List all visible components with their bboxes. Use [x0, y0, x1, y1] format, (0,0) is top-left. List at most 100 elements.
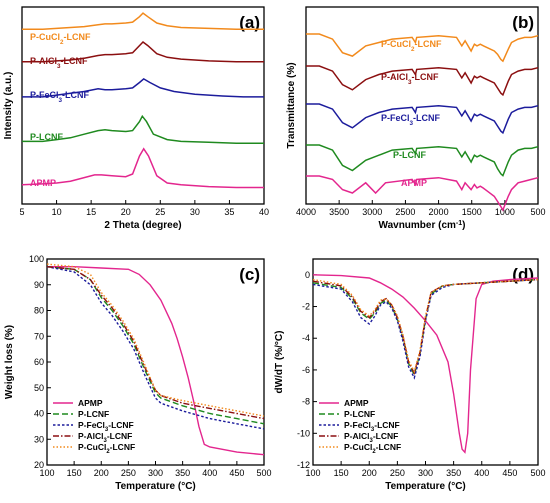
panel-b-series-P-FeCl3-LCNF	[306, 103, 539, 135]
panel-c-xtick-label: 100	[39, 468, 54, 478]
panel-d-legend-label: P-AlCl3-LCNF	[344, 431, 398, 444]
panel-b-series-label: P-FeCl3-LCNF	[381, 113, 441, 127]
panel-b-series-P-AlCl3-LCNF	[306, 65, 539, 97]
panel-b-series-label: P-AlCl3-LCNF	[381, 72, 439, 86]
panel-b-xtick-label: 500	[530, 207, 545, 217]
panel-d-ytick-label: -8	[302, 397, 310, 407]
panel-c-label: (c)	[239, 265, 260, 284]
panel-d-series-P-LCNF	[312, 278, 539, 377]
panel-b-xlabel-sup: -1	[456, 220, 462, 227]
panel-a-series-label: APMP	[30, 178, 56, 188]
panel-c-series-P-CuCl2-LCNF	[46, 263, 265, 417]
panel-d-ytick-label: -6	[302, 365, 310, 375]
panel-d-xtick-label: 300	[418, 468, 433, 478]
panel-c-series-APMP	[47, 266, 265, 456]
panel-b-xlabel-end: )	[462, 220, 465, 231]
panel-a-xlabel: 2 Theta (degree)	[104, 220, 181, 231]
panel-c-legend-label: P-FeCl3-LCNF	[78, 420, 134, 433]
panel-b-ylabel: Transmittance (%)	[286, 62, 297, 148]
panel-b-xtick-label: 1500	[462, 207, 482, 217]
panel-c-series-P-AlCl3-LCNF	[46, 266, 265, 420]
panel-a-frame	[21, 6, 265, 205]
panel-c-xlabel: Temperature (°C)	[115, 481, 196, 492]
panel-c-xtick-label: 150	[67, 468, 82, 478]
panel-c-ytick-label: 100	[29, 254, 44, 264]
panel-c-ytick-label: 70	[34, 331, 44, 341]
panel-b-frame	[305, 6, 539, 205]
panel-d-legend-label: P-CuCl2-LCNF	[344, 442, 401, 455]
panel-c-legend-label: APMP	[78, 398, 103, 408]
panel-c-xtick-label: 250	[121, 468, 136, 478]
panel-b-series-label: P-CuCl2-LCNF	[381, 39, 442, 53]
panel-c-xtick-label: 400	[202, 468, 217, 478]
panel-d-xtick-label: 100	[305, 468, 320, 478]
panel-d-legend-label: P-FeCl3-LCNF	[344, 420, 400, 433]
panel-c-legend-label: P-CuCl2-LCNF	[78, 442, 135, 455]
panel-c-ytick-label: 30	[34, 434, 44, 444]
panel-d-xtick-label: 350	[446, 468, 461, 478]
panel-c-xtick-label: 300	[148, 468, 163, 478]
panel-d-series-P-FeCl3-LCNF	[312, 278, 539, 380]
panel-c-ytick-label: 40	[34, 409, 44, 419]
panel-c-ylabel: Weight loss (%)	[4, 325, 15, 399]
panel-c-xtick-label: 350	[175, 468, 190, 478]
panel-d-xtick-label: 450	[502, 468, 517, 478]
panel-a-xtick-label: 15	[86, 207, 96, 217]
panel-c-ytick-label: 60	[34, 357, 44, 367]
panel-a-xtick-label: 5	[19, 207, 24, 217]
panel-c-xtick-label: 200	[94, 468, 109, 478]
panel-d-xtick-label: 500	[530, 468, 545, 478]
panel-b-xtick-label: 3500	[329, 207, 349, 217]
panel-d-series-APMP	[312, 274, 539, 454]
panel-a-series-APMP	[21, 147, 264, 189]
panel-c-ytick-label: 90	[34, 280, 44, 290]
panel-a-series-label: P-FeCl3-LCNF	[30, 90, 90, 104]
panel-d-ytick-label: -10	[297, 428, 310, 438]
panel-a-xtick-label: 25	[155, 207, 165, 217]
panel-a-xtick-label: 20	[121, 207, 131, 217]
panel-c-xtick-label: 450	[229, 468, 244, 478]
panel-c-ytick-label: 50	[34, 383, 44, 393]
panel-c-legend-label: P-LCNF	[78, 409, 109, 419]
panel-d-ytick-label: -4	[302, 333, 310, 343]
panel-d-xtick-label: 400	[474, 468, 489, 478]
panel-d-xtick-label: 150	[334, 468, 349, 478]
panel-b-xlabel: Wavnumber (cm-1)	[379, 220, 466, 232]
panel-a-xtick-label: 30	[190, 207, 200, 217]
panel-b-series-P-CuCl2-LCNF	[306, 33, 539, 63]
panel-a-series-label: P-LCNF	[30, 132, 63, 142]
panel-d-xtick-label: 250	[390, 468, 405, 478]
panel-b-series-label: P-LCNF	[393, 150, 426, 160]
panel-d-ytick-label: -12	[297, 460, 310, 470]
panel-b-series-label: APMP	[401, 178, 427, 188]
panel-d-series-P-CuCl2-LCNF	[312, 278, 539, 374]
panel-c-ytick-label: 20	[34, 460, 44, 470]
panel-a-series-P-FeCl3-LCNF	[22, 77, 264, 98]
panel-d-xlabel: Temperature (°C)	[385, 481, 466, 492]
panel-a-series-label: P-AlCl3-LCNF	[30, 56, 88, 70]
panel-b-xtick-label: 2000	[429, 207, 449, 217]
panel-c-ytick-label: 80	[34, 306, 44, 316]
panel-b-xtick-label: 2500	[395, 207, 415, 217]
panel-d-ylabel: dW/dT (%/°C)	[274, 331, 285, 394]
panel-a-xtick-label: 10	[52, 207, 62, 217]
panel-d-ytick-label: 0	[305, 270, 310, 280]
panel-b-xlabel-main: Wavnumber (cm	[379, 220, 457, 231]
panel-c-xtick-label: 500	[256, 468, 271, 478]
panel-b-label: (b)	[512, 13, 534, 32]
panel-d-xtick-label: 200	[362, 468, 377, 478]
panel-d-legend-label: P-LCNF	[344, 409, 375, 419]
panel-b-series-P-LCNF	[306, 144, 539, 177]
panel-b-xtick-label: 1000	[495, 207, 515, 217]
panel-a-label: (a)	[239, 13, 260, 32]
panel-a-series-P-CuCl2-LCNF	[22, 12, 264, 31]
panel-c-series-P-FeCl3-LCNF	[46, 266, 265, 430]
panel-a-series-label: P-CuCl2-LCNF	[30, 32, 91, 46]
panel-c-legend-label: P-AlCl3-LCNF	[78, 431, 132, 444]
panel-d-ytick-label: -2	[302, 302, 310, 312]
panel-d-legend-label: APMP	[344, 398, 369, 408]
panel-b-xtick-label: 3000	[362, 207, 382, 217]
panel-a-xtick-label: 40	[259, 207, 269, 217]
panel-a-ylabel: Intensity (a.u.)	[3, 72, 14, 140]
